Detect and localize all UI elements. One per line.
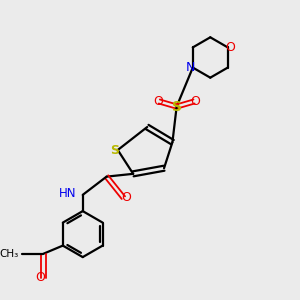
Text: CH₃: CH₃	[0, 249, 18, 259]
Text: N: N	[186, 61, 195, 74]
Text: O: O	[35, 271, 45, 284]
Text: O: O	[121, 191, 131, 204]
Text: O: O	[190, 95, 200, 108]
Text: O: O	[153, 95, 163, 108]
Text: S: S	[172, 100, 182, 113]
Text: O: O	[225, 41, 235, 54]
Text: HN: HN	[59, 187, 76, 200]
Text: S: S	[110, 143, 119, 157]
